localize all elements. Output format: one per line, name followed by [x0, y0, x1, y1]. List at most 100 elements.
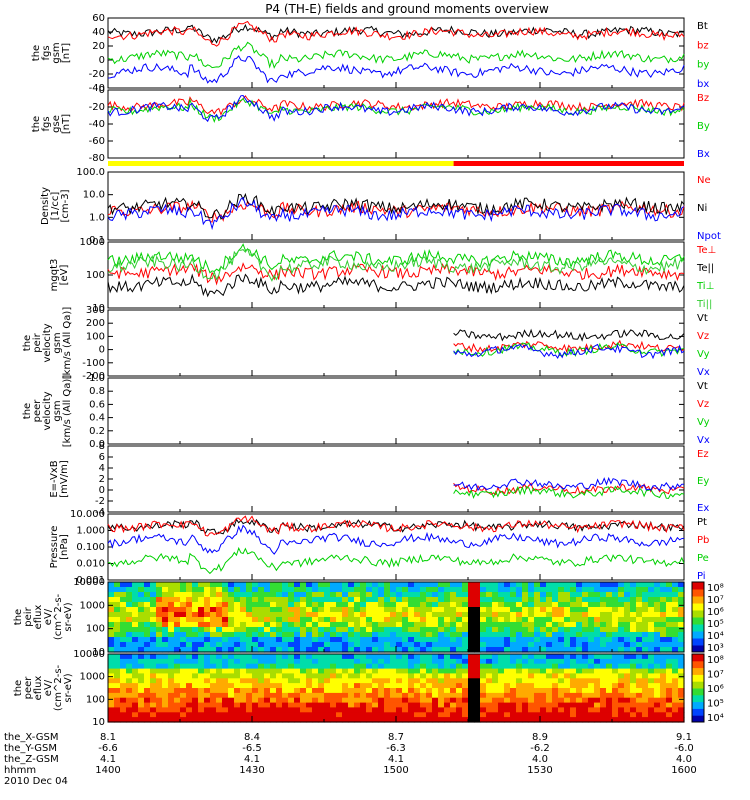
spectrogram-cell: [198, 668, 205, 675]
spectrogram-cell: [222, 647, 229, 653]
spectrogram-cell: [276, 637, 283, 643]
ylabel-line: gsm: [52, 400, 63, 421]
spectrogram-cell: [564, 688, 571, 694]
spectrogram-cell: [390, 688, 397, 694]
spectrogram-cell: [180, 658, 187, 665]
spectrogram-cell: [312, 617, 319, 623]
spectrogram-cell: [360, 702, 367, 709]
spectrogram-cell: [456, 668, 463, 675]
spectrogram-cell: [264, 582, 271, 588]
spectrogram-cell: [162, 582, 169, 588]
spectrogram-cell: [108, 637, 115, 643]
spectrogram-cell: [336, 637, 343, 643]
spectrogram-cell: [312, 668, 319, 675]
spectrogram-cell: [216, 602, 223, 608]
spectrogram-cell: [144, 658, 151, 665]
spectrogram-cell: [600, 673, 607, 679]
spectrogram-cell: [552, 607, 559, 613]
spectrogram-cell: [618, 702, 625, 709]
spectrogram-cell: [192, 707, 199, 713]
spectrogram-cell: [540, 607, 547, 613]
spectrogram-cell: [546, 658, 553, 665]
spectrogram-cell: [648, 678, 655, 684]
spectrogram-cell: [240, 702, 247, 709]
spectrogram-cell: [642, 654, 649, 660]
spectrogram-cell: [492, 673, 499, 679]
ylabel-line: [km/s (All Qa)]: [62, 307, 73, 380]
spectrogram-cell: [174, 617, 181, 623]
spectrogram-cell: [606, 712, 613, 718]
spectrogram-cell: [588, 592, 595, 598]
spectrogram-cell: [324, 697, 331, 704]
spectrogram-cell: [174, 647, 181, 653]
spectrogram-cell: [210, 607, 217, 613]
spectrogram-cell: [306, 612, 313, 618]
spectrogram-cell: [552, 717, 559, 723]
spectrogram-cell: [576, 692, 583, 699]
spectrogram-cell: [216, 707, 223, 713]
spectrogram-cell: [138, 692, 145, 699]
spectrogram-cell: [150, 668, 157, 675]
spectrogram-cell: [438, 617, 445, 623]
ylabel-peer_vel: the peer velocity gsm [km/s (All Qa)]: [22, 375, 73, 448]
spectrogram-cell: [132, 622, 139, 628]
spectrogram-cell: [570, 712, 577, 718]
spectrogram-cell: [552, 658, 559, 665]
spectrogram-cell: [378, 678, 385, 684]
ytick-label: 0: [99, 345, 105, 356]
spectrogram-cell: [552, 597, 559, 603]
spectrogram-cell: [210, 702, 217, 709]
spectrogram-cell: [462, 683, 469, 689]
spectrogram-cell: [336, 688, 343, 694]
eph-label-z: the_Z-GSM: [4, 754, 59, 765]
ytick-label: 2: [99, 474, 105, 485]
spectrogram-cell: [378, 602, 385, 608]
legend-Vt: Vt: [697, 381, 708, 392]
spectrogram-cell: [198, 632, 205, 638]
spectrogram-cell: [270, 702, 277, 709]
spectrogram-cell: [372, 697, 379, 704]
spectrogram-cell: [306, 597, 313, 603]
spectrogram-cell: [600, 592, 607, 598]
spectrogram-cell: [510, 627, 517, 633]
spectrogram-cell: [528, 632, 535, 638]
spectrogram-cell: [438, 597, 445, 603]
spectrogram-cell: [306, 668, 313, 675]
spectrogram-cell: [666, 717, 673, 723]
ytick-label: 0.001: [76, 575, 105, 586]
spectrogram-cell: [228, 654, 235, 660]
spectrogram-cell: [204, 658, 211, 665]
spectrogram-cell: [414, 597, 421, 603]
spectrogram-cell: [666, 658, 673, 665]
spectrogram-cell: [156, 602, 163, 608]
spectrogram-cell: [348, 592, 355, 598]
spectrogram-cell: [384, 673, 391, 679]
spectrogram-cell: [558, 688, 565, 694]
spectrogram-cell: [198, 617, 205, 623]
ytick-label: 10.000: [70, 509, 105, 520]
spectrogram-cell: [510, 683, 517, 689]
spectrogram-cell: [342, 637, 349, 643]
spectrogram-cell: [660, 592, 667, 598]
spectrogram-cell: [612, 668, 619, 675]
spectrogram-cell: [156, 637, 163, 643]
spectrogram-cell: [144, 712, 151, 718]
spectrogram-cell: [612, 602, 619, 608]
spectrogram-cell: [516, 602, 523, 608]
spectrogram-cell: [372, 587, 379, 593]
spectrogram-cell: [312, 697, 319, 704]
spectrogram-cell: [366, 612, 373, 618]
spectrogram-cell: [372, 582, 379, 588]
series-line-fgs_gsm-3: [107, 55, 685, 84]
spectrogram-cell: [252, 637, 259, 643]
spectrogram-cell: [408, 712, 415, 718]
spectrogram-cell: [474, 627, 481, 633]
spectrogram-cell: [456, 632, 463, 638]
ylabel-line: eV/: [43, 608, 54, 625]
spectrogram-cell: [678, 582, 685, 588]
spectrogram-cell: [330, 692, 337, 699]
spectrogram-cell: [522, 658, 529, 665]
spectrogram-cell: [408, 642, 415, 648]
spectrogram-cell: [192, 582, 199, 588]
spectrogram-cell: [618, 612, 625, 618]
